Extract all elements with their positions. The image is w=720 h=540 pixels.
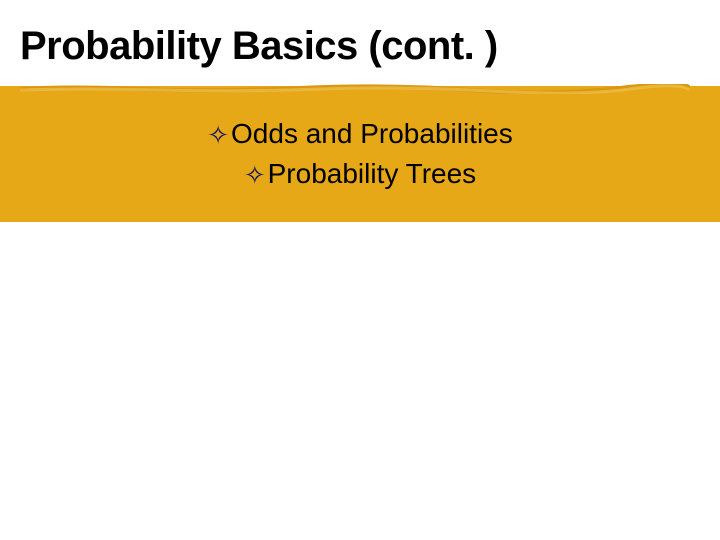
bullet-item-2: ✧Probability Trees <box>20 154 700 194</box>
bullet-text-1: Odds and Probabilities <box>231 118 513 149</box>
bullet-item-1: ✧Odds and Probabilities <box>20 114 700 154</box>
bullet-marker-icon: ✧ <box>207 117 229 153</box>
title-underline <box>20 81 690 91</box>
content-box: ✧Odds and Probabilities ✧Probability Tre… <box>0 86 720 222</box>
bullet-marker-icon: ✧ <box>244 157 266 193</box>
bullet-text-2: Probability Trees <box>268 158 477 189</box>
page-title: Probability Basics (cont. ) <box>0 0 720 77</box>
